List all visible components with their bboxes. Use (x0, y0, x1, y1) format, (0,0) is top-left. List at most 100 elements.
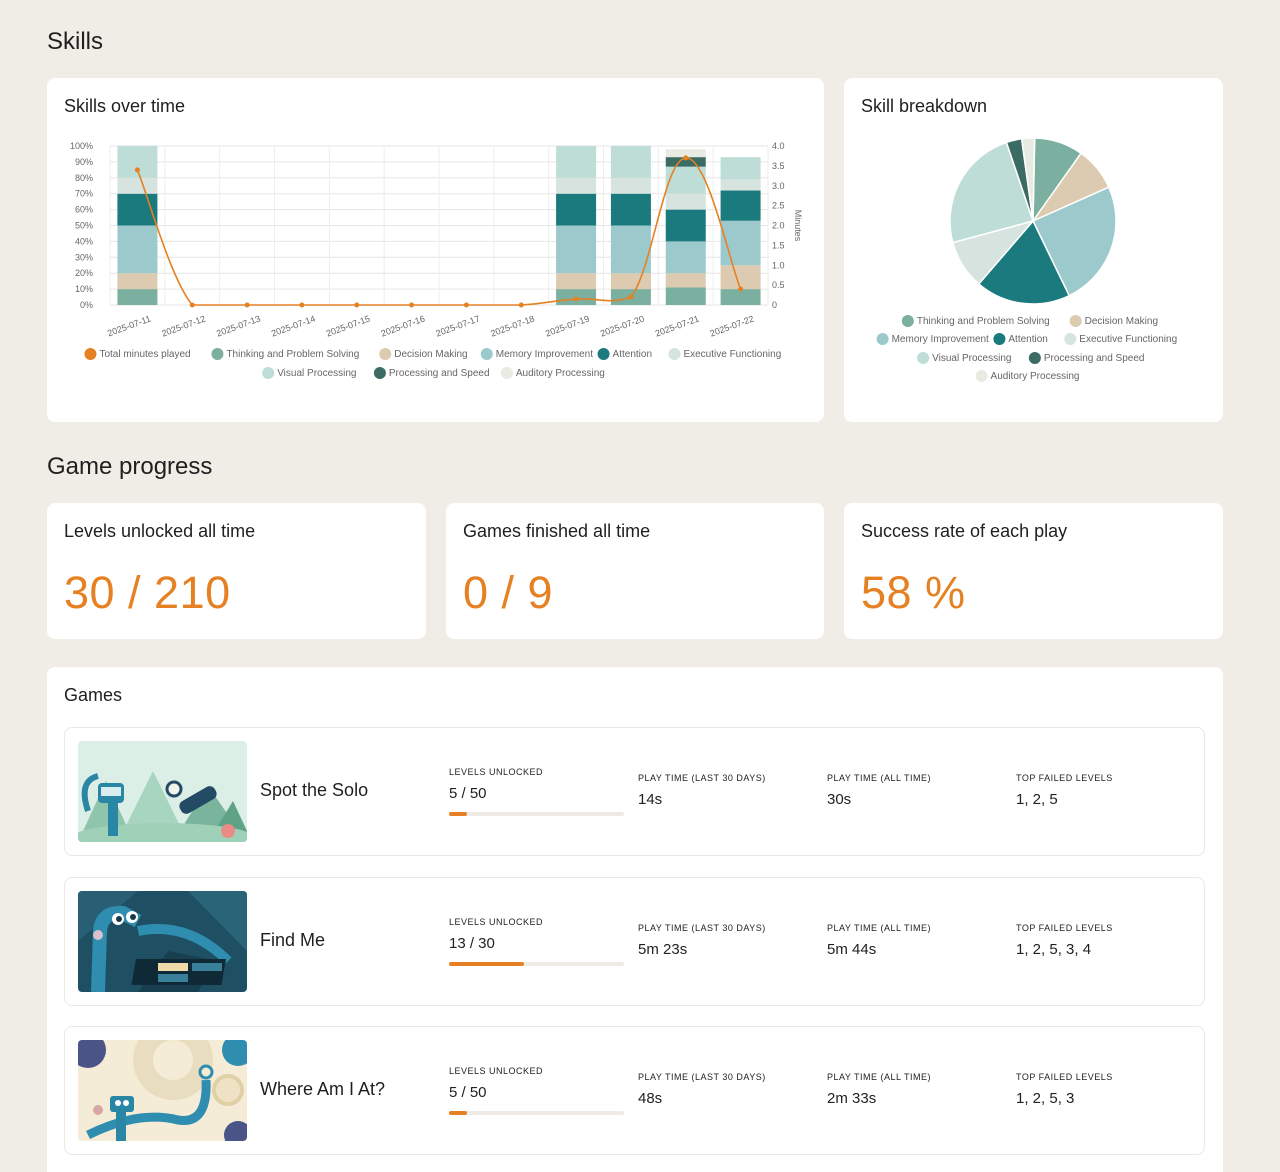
bar-memory-improvement (720, 220, 761, 266)
line-point (299, 302, 305, 308)
where-am-i-at-thumbnail[interactable] (78, 1040, 247, 1141)
bar-visual-processing (720, 157, 761, 180)
play-time-30-value: 48s (638, 1090, 663, 1107)
legend-swatch (500, 367, 513, 379)
game-name[interactable]: Spot the Solo (260, 780, 369, 800)
legend-swatch (975, 370, 988, 382)
legend-label: Auditory Processing (991, 371, 1080, 382)
bar-visual-processing (665, 166, 706, 194)
legend-label: Attention (613, 349, 652, 360)
skill-breakdown-chart: Thinking and Problem Solving Decision Mak… (876, 137, 1177, 382)
skills-over-time-title: Skills over time (64, 96, 186, 116)
top-failed-value: 1, 2, 5, 3, 4 (1016, 941, 1092, 958)
bar-memory-improvement (665, 241, 706, 274)
legend-swatch (917, 352, 930, 364)
games-finished-card: Games finished all time 0 / 9 (446, 503, 824, 639)
legend-swatch (379, 348, 392, 360)
levels-unlocked-label: Levels unlocked all time (64, 521, 256, 541)
levels-unlocked-value: 30 / 210 (64, 567, 231, 618)
bar-memory-improvement (610, 225, 651, 274)
top-failed-value: 1, 2, 5, 3 (1016, 1090, 1075, 1107)
x-axis-tick-label: 2025-07-17 (434, 313, 481, 338)
levels-unlocked-value: 5 / 50 (449, 1084, 487, 1101)
levels-progress-fill (449, 962, 525, 966)
game-row-spot-the-solo[interactable]: Spot the Solo LEVELS UNLOCKED 5 / 50 PLA… (64, 727, 1205, 856)
y-axis-tick-label: 70% (75, 189, 93, 199)
play-time-all-label: PLAY TIME (ALL TIME) (827, 773, 932, 783)
games-card: Games Spot the Solo LEVELS UNLOCKED 5 / (47, 667, 1223, 1172)
levels-progress-bar (449, 1111, 624, 1115)
bar-executive-functioning (117, 177, 158, 194)
levels-unlocked-label: LEVELS UNLOCKED (449, 1066, 544, 1076)
play-time-30-label: PLAY TIME (LAST 30 DAYS) (638, 923, 766, 933)
success-rate-value: 58 % (861, 567, 966, 618)
bar-executive-functioning (720, 179, 761, 191)
y-axis-tick-label: 90% (75, 157, 93, 167)
legend-label: Decision Making (394, 349, 467, 360)
line-point (189, 302, 195, 308)
y-axis-tick-label: 40% (75, 236, 93, 246)
x-axis-tick-label: 2025-07-18 (489, 313, 536, 338)
games-finished-value: 0 / 9 (463, 567, 554, 618)
play-time-30-label: PLAY TIME (LAST 30 DAYS) (638, 773, 766, 783)
line-total-minutes (136, 157, 742, 306)
pie-slice-attention (977, 219, 1071, 305)
legend-swatch (1069, 315, 1082, 327)
pie-slice-visual-processing (949, 141, 1034, 244)
bar-processing-and-speed (665, 157, 706, 167)
legend-swatch (211, 348, 224, 360)
line-point (409, 302, 415, 308)
bar-decision-making (610, 273, 651, 290)
play-time-all-label: PLAY TIME (ALL TIME) (827, 1072, 932, 1082)
x-axis-tick-label: 2025-07-22 (709, 313, 756, 338)
games-finished-label: Games finished all time (463, 521, 651, 541)
y2-axis-tick-label: 0 (772, 300, 777, 310)
game-row-find-me[interactable]: Find Me LEVELS UNLOCKED 13 / 30 PLAY TIM… (64, 877, 1205, 1006)
y-axis-tick-label: 60% (75, 205, 93, 215)
legend-swatch (1064, 333, 1077, 345)
line-point (244, 302, 250, 308)
play-time-all-value: 5m 44s (827, 941, 877, 958)
legend-swatch (668, 348, 681, 360)
legend-label: Visual Processing (277, 368, 356, 379)
games-title: Games (64, 685, 123, 705)
game-name[interactable]: Find Me (260, 930, 326, 950)
pie-slice-auditory-processing (1020, 137, 1036, 222)
play-time-all-value: 30s (827, 791, 852, 808)
skill-breakdown-card: Skill breakdown Thinking and Problem Sol… (844, 78, 1223, 422)
legend-swatch (901, 315, 914, 327)
pie-slice-memory-improvement (1031, 186, 1117, 297)
top-failed-label: TOP FAILED LEVELS (1016, 773, 1113, 783)
y2-axis-label: Minutes (793, 210, 803, 242)
bar-executive-functioning (665, 193, 706, 210)
y2-axis-tick-label: 3.0 (772, 181, 785, 191)
line-point (463, 302, 469, 308)
find-me-thumbnail[interactable] (78, 891, 247, 992)
x-axis-tick-label: 2025-07-15 (325, 313, 372, 338)
play-time-30-value: 5m 23s (638, 941, 688, 958)
bar-decision-making (720, 265, 761, 290)
y-axis-tick-label: 80% (75, 173, 93, 183)
skills-over-time-card: Skills over time 0% 10% 20% 30% 40% 50% 60% 70%… (47, 78, 824, 422)
levels-unlocked-label: LEVELS UNLOCKED (449, 917, 544, 927)
game-row-where-am-i-at[interactable]: Where Am I At? LEVELS UNLOCKED 5 / 50 PL… (64, 1026, 1205, 1155)
top-failed-label: TOP FAILED LEVELS (1016, 1072, 1113, 1082)
bar-thinking-and-problem-solving (720, 289, 761, 305)
legend-label: Attention (1008, 334, 1047, 345)
x-axis-tick-label: 2025-07-20 (599, 313, 646, 338)
x-axis-tick-label: 2025-07-21 (654, 313, 701, 338)
line-point (134, 167, 140, 173)
y2-axis-tick-label: 2.5 (772, 201, 785, 211)
legend-swatch (876, 333, 889, 345)
line-point (738, 286, 744, 292)
x-axis-tick-label: 2025-07-14 (270, 313, 317, 338)
line-point (573, 296, 579, 302)
legend-swatch (993, 333, 1006, 345)
bar-auditory-processing (665, 149, 706, 158)
game-name[interactable]: Where Am I At? (260, 1079, 386, 1099)
legend-label: Total minutes played (99, 349, 190, 360)
spot-the-solo-thumbnail[interactable] (78, 741, 247, 842)
legend-label: Auditory Processing (516, 368, 605, 379)
legend-swatch (262, 367, 275, 379)
y-axis-tick-label: 20% (75, 268, 93, 278)
